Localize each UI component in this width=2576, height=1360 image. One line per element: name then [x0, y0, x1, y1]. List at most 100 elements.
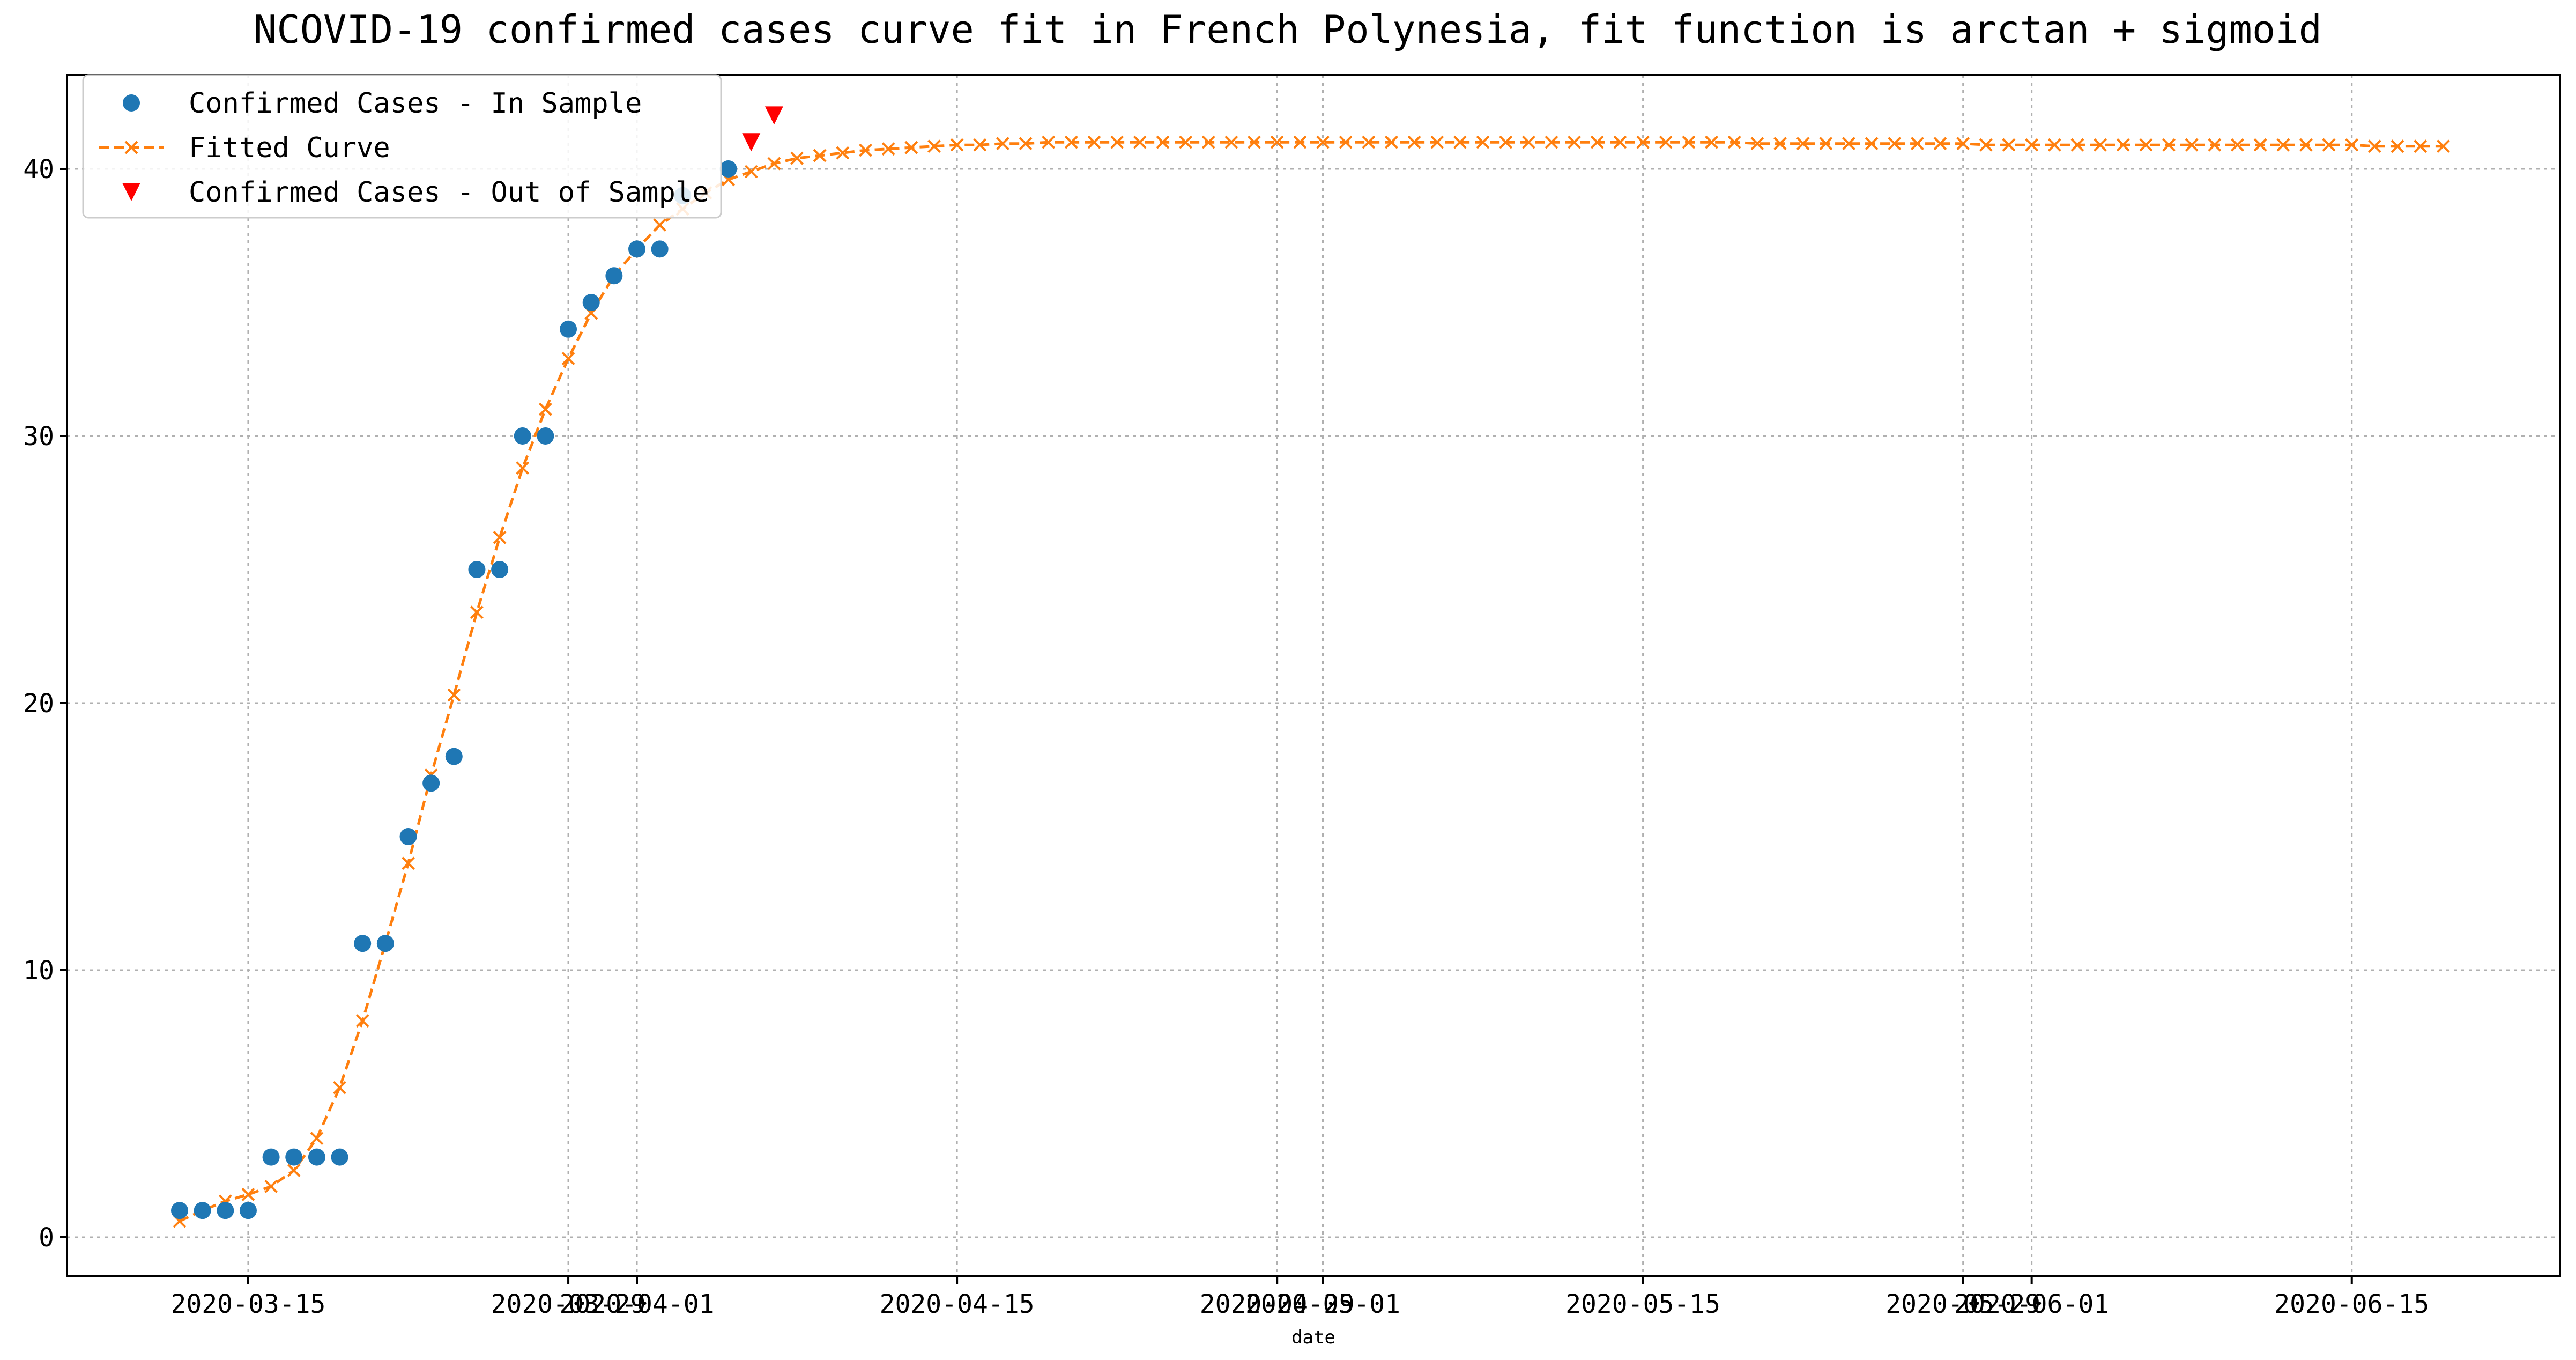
x-tick-label: 2020-04-01 [560, 1289, 715, 1319]
fitted-curve-marker [402, 856, 415, 870]
fitted-curve-marker [561, 352, 575, 365]
fitted-curve-marker [2094, 138, 2107, 152]
fitted-curve-marker [310, 1132, 324, 1145]
in-sample-point [171, 1202, 188, 1219]
fitted-curve-marker [287, 1164, 301, 1177]
fitted-curve-marker [1910, 137, 1924, 151]
fitted-curve-marker [2185, 138, 2199, 152]
legend-label: Confirmed Cases - In Sample [189, 87, 642, 120]
fitted-curve-marker [1568, 135, 1582, 149]
fitted-curve-line [179, 141, 2444, 1223]
fitted-curve-marker [2299, 138, 2313, 152]
fitted-curve-marker [813, 149, 827, 162]
fitted-curve-marker [1293, 135, 1307, 149]
out-of-sample-point [764, 106, 783, 125]
fitted-curve-marker [973, 138, 987, 152]
y-tick-label: 30 [23, 422, 54, 452]
in-sample-point [194, 1202, 211, 1219]
fitted-curve-marker [653, 218, 667, 232]
in-sample-point [468, 561, 486, 578]
fitted-curve-marker [1476, 135, 1490, 149]
in-sample-point [605, 267, 623, 285]
in-sample-point [582, 294, 600, 311]
fitted-curve-marker [1659, 135, 1673, 149]
fitted-curve-marker [2162, 138, 2176, 152]
fitted-curve-marker [2414, 139, 2427, 153]
fitted-curve-marker [1316, 135, 1330, 149]
fitted-curve-marker [1133, 135, 1147, 149]
fitted-curve-marker [881, 142, 895, 156]
fitted-curve-marker [1956, 137, 1970, 151]
fitted-curve-marker [1888, 137, 1902, 151]
in-sample-point [560, 320, 577, 338]
in-sample-point [331, 1148, 348, 1166]
fitted-curve-marker [1110, 135, 1124, 149]
fitted-curve-marker [1796, 137, 1810, 151]
in-sample-point [422, 774, 440, 792]
fitted-curve-marker [1362, 135, 1376, 149]
fitted-curve-marker [1385, 135, 1398, 149]
fitted-curve-marker [1453, 135, 1467, 149]
fitted-curve-marker [2367, 139, 2381, 153]
fitted-curve-marker [538, 402, 552, 416]
fitted-curve-marker [767, 157, 781, 171]
in-sample-point [285, 1148, 303, 1166]
fitted-curve-marker [1636, 135, 1650, 149]
fitted-curve-marker [1842, 137, 1855, 151]
legend-handle-in-sample [123, 94, 140, 112]
in-sample-point [399, 828, 417, 845]
fitted-curve-marker [1087, 135, 1101, 149]
in-sample-point [628, 240, 645, 258]
legend-handle-out-of-sample [122, 183, 140, 201]
fitted-curve-marker [2345, 138, 2359, 152]
fitted-curve-marker [2322, 138, 2336, 152]
fitted-curve-marker [2436, 139, 2450, 153]
in-sample-point [262, 1148, 280, 1166]
fitted-curve-marker [1865, 137, 1879, 151]
fitted-curve-marker [1248, 135, 1261, 149]
fitted-curve-marker [1545, 135, 1558, 149]
fitted-curve-marker [2253, 138, 2267, 152]
in-sample-point [651, 240, 669, 258]
x-tick-label: 2020-06-15 [2274, 1289, 2429, 1319]
fitted-curve-marker [996, 137, 1009, 151]
fitted-curve-marker [790, 151, 804, 165]
fitted-curve-marker [1179, 135, 1193, 149]
in-sample-point [376, 935, 394, 952]
fitted-curve-marker [1224, 135, 1238, 149]
legend: Confirmed Cases - In Sample Fitted Curve C… [82, 74, 722, 219]
in-sample-point [491, 561, 509, 578]
fitted-curve-marker [2276, 138, 2290, 152]
fitted-curve-marker [1521, 135, 1535, 149]
in-sample-point [445, 748, 463, 765]
fitted-curve-marker [950, 138, 964, 152]
fitted-curve-marker [744, 165, 758, 179]
fitted-curve-marker [2139, 138, 2153, 152]
fitted-curve-marker [1727, 135, 1741, 149]
fitted-curve-marker [1430, 135, 1444, 149]
fitted-curve-marker [333, 1081, 346, 1095]
in-sample-point [239, 1202, 257, 1219]
in-sample-point [537, 427, 554, 445]
fitted-curve-marker [493, 530, 507, 544]
fitted-curve-marker [241, 1187, 255, 1201]
fitted-curve-marker [1705, 135, 1718, 149]
in-sample-point [514, 427, 531, 445]
in-sample-point [354, 935, 372, 952]
in-sample-point [719, 160, 737, 178]
fitted-curve-marker [2208, 138, 2222, 152]
fitted-curve-marker [1407, 135, 1421, 149]
fitted-curve-marker [1979, 138, 1993, 152]
x-tick-label: 2020-03-29 [491, 1289, 646, 1319]
fitted-curve-marker [2025, 138, 2039, 152]
in-sample-point [217, 1202, 234, 1219]
fitted-curve-marker [2070, 138, 2084, 152]
fitted-curve-marker [1156, 135, 1170, 149]
fitted-curve-marker [2002, 138, 2016, 152]
fitted-curve-marker [1499, 135, 1513, 149]
in-sample-point [308, 1148, 325, 1166]
fitted-curve-marker [2391, 139, 2404, 153]
fitted-curve-marker [927, 139, 941, 153]
